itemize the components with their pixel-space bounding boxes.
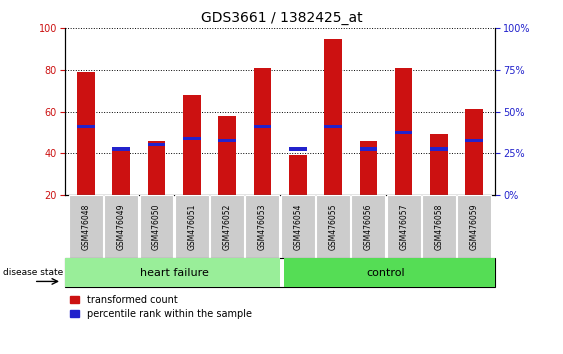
Bar [253,68,271,195]
Text: GSM476050: GSM476050 [152,203,161,250]
Bar [77,125,95,128]
Bar [284,258,495,287]
Text: GSM476052: GSM476052 [222,203,231,250]
Text: disease state: disease state [3,268,63,277]
Text: heart failure: heart failure [140,268,209,278]
Bar [175,195,209,258]
Text: GSM476055: GSM476055 [329,203,338,250]
Bar [422,195,456,258]
Bar [360,141,377,195]
Bar [77,72,95,195]
Bar [218,139,236,142]
Bar [183,137,200,140]
Bar [351,195,385,258]
Text: GSM476048: GSM476048 [82,203,91,250]
Bar [183,95,200,195]
Bar [69,195,103,258]
Bar [395,131,413,134]
Bar [113,147,130,150]
Bar [148,141,166,195]
Bar [104,195,138,258]
Bar [430,147,448,150]
Bar [324,39,342,195]
Bar [65,258,280,287]
Bar [148,143,166,146]
Text: GSM476059: GSM476059 [470,203,479,250]
Text: GSM476058: GSM476058 [435,203,444,250]
Text: GDS3661 / 1382425_at: GDS3661 / 1382425_at [200,11,363,25]
Text: GSM476057: GSM476057 [399,203,408,250]
Bar [253,125,271,128]
Text: GSM476056: GSM476056 [364,203,373,250]
Bar [218,116,236,195]
Bar [245,195,279,258]
Bar [316,195,350,258]
Bar [289,147,307,150]
Bar [430,135,448,195]
Bar [289,155,307,195]
Bar [466,109,483,195]
Legend: transformed count, percentile rank within the sample: transformed count, percentile rank withi… [70,295,252,319]
Bar [140,195,173,258]
Text: GSM476049: GSM476049 [117,203,126,250]
Bar [466,139,483,142]
Text: GSM476054: GSM476054 [293,203,302,250]
Bar [360,147,377,150]
Bar [281,195,315,258]
Bar [210,195,244,258]
Text: GSM476053: GSM476053 [258,203,267,250]
Text: GSM476051: GSM476051 [187,203,196,250]
Bar [387,195,421,258]
Bar [324,125,342,128]
Bar [113,151,130,195]
Bar [395,68,413,195]
Text: control: control [367,268,405,278]
Bar [457,195,491,258]
